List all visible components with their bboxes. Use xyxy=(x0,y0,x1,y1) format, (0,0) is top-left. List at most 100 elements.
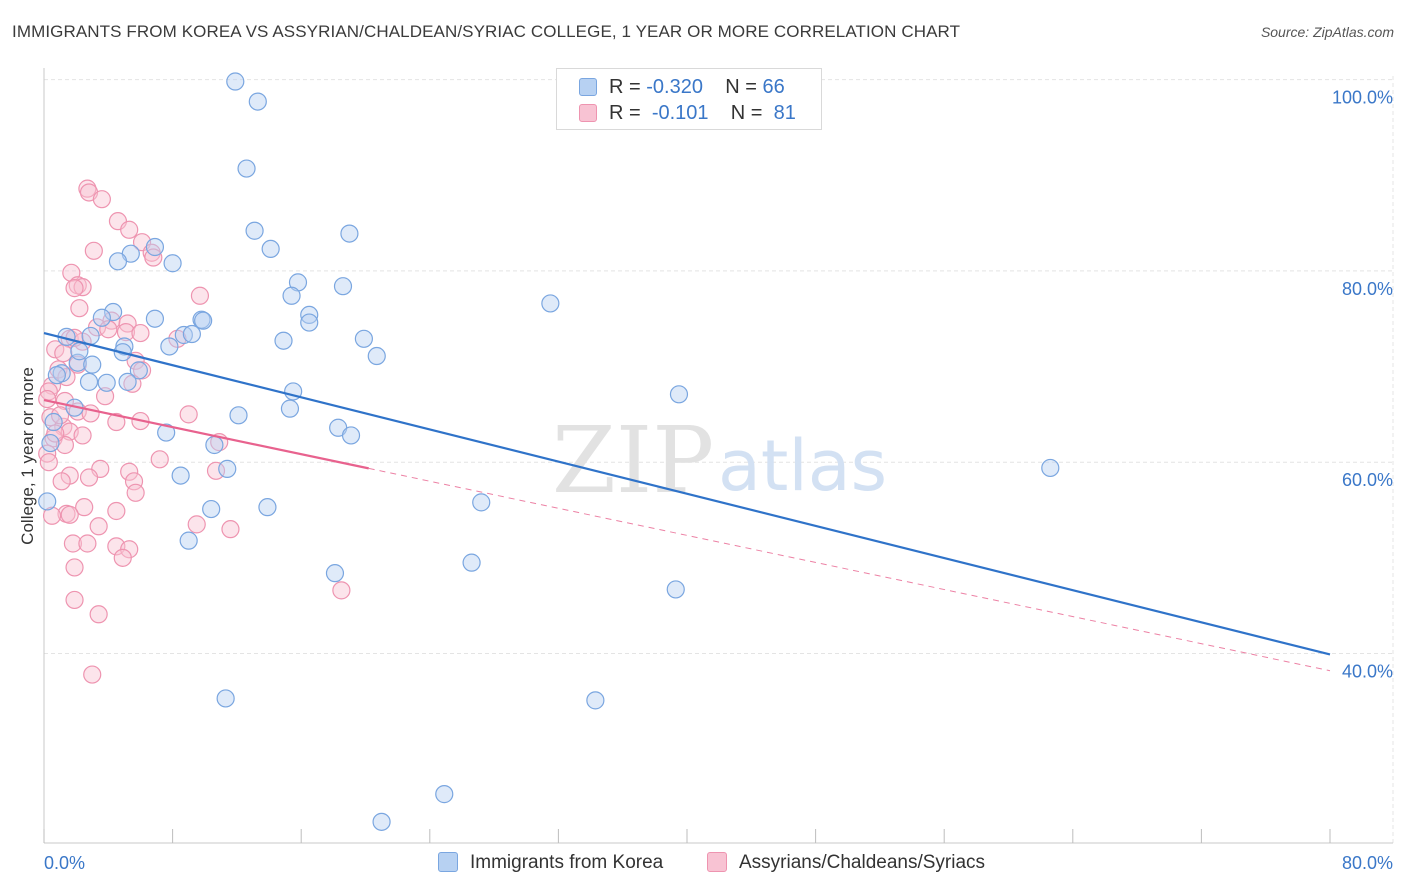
point-korea xyxy=(81,326,100,346)
point-korea xyxy=(44,412,63,432)
legend-n-label: N = xyxy=(730,102,763,124)
legend-n-label: N = xyxy=(725,76,757,98)
point-assyrians xyxy=(179,405,198,424)
point-korea xyxy=(145,309,165,328)
point-assyrians xyxy=(50,406,70,425)
point-assyrians xyxy=(70,299,89,318)
point-assyrians xyxy=(190,286,210,305)
point-assyrians xyxy=(52,472,71,491)
legend-r-label: R = xyxy=(609,102,641,124)
point-korea xyxy=(237,159,256,178)
point-korea xyxy=(70,342,89,361)
point-korea xyxy=(333,277,353,296)
point-assyrians xyxy=(75,498,94,517)
trend-line-assyrians-dashed xyxy=(368,467,1331,672)
legend-item-korea: Immigrants from Korea xyxy=(438,852,663,874)
point-assyrians xyxy=(150,450,169,469)
point-korea xyxy=(435,785,454,804)
point-assyrians xyxy=(89,605,108,624)
legend-swatch-korea xyxy=(438,852,458,872)
legend-swatch-assyrians xyxy=(579,104,597,122)
point-assyrians xyxy=(221,520,240,539)
y-tick-label: 80.0% xyxy=(1342,279,1393,299)
point-assyrians xyxy=(73,426,92,445)
point-assyrians xyxy=(187,515,206,534)
watermark: ZIP atlas xyxy=(552,407,887,514)
x-tick-label-min: 0.0% xyxy=(44,853,85,873)
point-korea xyxy=(586,691,605,710)
point-korea xyxy=(245,221,264,240)
point-korea xyxy=(341,426,361,445)
point-korea xyxy=(258,498,277,517)
point-assyrians xyxy=(206,461,226,480)
legend-row-assyrians: R = -0.101 N = 81 xyxy=(579,102,796,126)
point-korea xyxy=(541,294,560,313)
point-korea xyxy=(248,92,267,111)
point-assyrians xyxy=(84,241,103,260)
point-korea xyxy=(41,433,60,453)
watermark-zip: ZIP xyxy=(552,407,714,514)
tick-labels: 40.0% 60.0% 80.0% 100.0% 0.0% 80.0% xyxy=(44,88,1393,873)
point-korea xyxy=(171,466,190,485)
point-assyrians xyxy=(126,483,145,502)
point-korea xyxy=(160,337,179,356)
point-korea xyxy=(92,308,111,327)
point-korea xyxy=(666,580,685,599)
point-korea xyxy=(83,355,102,374)
point-assyrians xyxy=(107,412,126,432)
legend-r-value-assyrians: -0.101 xyxy=(651,102,709,124)
point-korea xyxy=(282,286,301,305)
point-korea xyxy=(157,423,176,442)
legend-r-value-korea: -0.320 xyxy=(646,76,703,98)
point-korea xyxy=(97,373,116,392)
point-korea xyxy=(325,564,345,583)
point-assyrians xyxy=(46,424,65,443)
point-korea xyxy=(472,493,491,512)
point-assyrians xyxy=(65,279,84,298)
point-korea xyxy=(202,499,221,519)
legend-r-label: R = xyxy=(609,76,641,98)
point-assyrians xyxy=(116,323,136,342)
point-assyrians xyxy=(113,548,132,567)
point-assyrians xyxy=(107,501,126,521)
legend-n-value-korea: 66 xyxy=(762,76,785,98)
point-assyrians xyxy=(79,468,99,487)
legend-swatch-assyrians xyxy=(707,852,727,872)
point-korea xyxy=(280,399,300,418)
source-label: Source: ZipAtlas.com xyxy=(1260,24,1394,40)
point-assyrians xyxy=(89,517,108,536)
point-assyrians xyxy=(60,505,79,524)
points-korea xyxy=(38,72,1060,831)
point-assyrians xyxy=(131,323,150,343)
point-assyrians xyxy=(92,190,111,209)
chart-title: IMMIGRANTS FROM KOREA VS ASSYRIAN/CHALDE… xyxy=(12,22,961,41)
point-assyrians xyxy=(39,453,58,472)
point-korea xyxy=(229,406,248,425)
point-korea xyxy=(300,305,319,324)
point-assyrians xyxy=(42,376,62,395)
point-korea xyxy=(179,531,198,550)
point-korea xyxy=(261,239,280,259)
point-korea xyxy=(68,353,87,372)
point-korea xyxy=(669,385,689,404)
point-korea xyxy=(205,435,224,455)
point-korea xyxy=(194,311,213,330)
point-korea xyxy=(300,313,319,332)
point-korea xyxy=(118,372,137,391)
trend-line-korea xyxy=(43,332,1331,656)
trend-lines xyxy=(43,332,1331,672)
point-korea xyxy=(104,302,123,322)
y-axis-label: College, 1 year or more xyxy=(18,367,37,545)
point-korea xyxy=(79,372,99,391)
legend-row-korea: R = -0.320 N = 66 xyxy=(579,76,785,100)
point-korea xyxy=(367,346,386,366)
correlation-legend: R = -0.320 N = 66 R = -0.101 N = 81 xyxy=(556,68,822,130)
y-tick-label: 40.0% xyxy=(1342,662,1393,682)
point-korea xyxy=(218,459,237,478)
y-tick-label: 60.0% xyxy=(1342,470,1393,490)
point-korea xyxy=(372,812,391,831)
point-korea xyxy=(462,553,481,572)
point-assyrians xyxy=(78,534,97,553)
point-assyrians xyxy=(65,558,84,577)
